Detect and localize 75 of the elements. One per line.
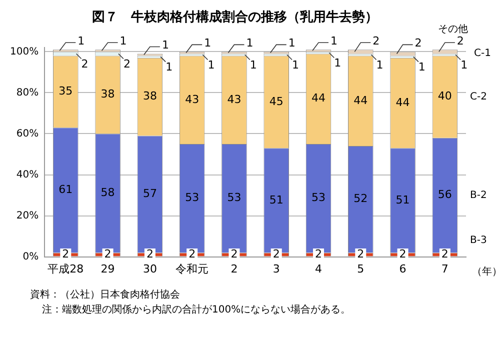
x-tick-label: 30 <box>142 262 157 276</box>
data-label: 2 <box>315 247 322 260</box>
data-label: 1 <box>376 58 384 72</box>
data-label: 1 <box>204 36 212 50</box>
data-label: 1 <box>78 34 85 48</box>
x-tick-label: 3 <box>272 262 280 276</box>
y-tick-label: 80% <box>16 87 39 98</box>
data-label: 56 <box>438 188 452 202</box>
data-label: 1 <box>288 36 296 50</box>
x-tick-label: 2 <box>230 262 238 276</box>
data-label: 2 <box>62 247 70 260</box>
series-label: C-1 <box>474 48 491 60</box>
data-label: 44 <box>312 92 326 105</box>
x-tick-label: 令和元 <box>176 262 209 276</box>
data-label: 35 <box>58 84 73 98</box>
data-label: 53 <box>227 191 242 204</box>
y-tick-label: 100% <box>10 46 39 58</box>
data-label: 2 <box>357 247 364 260</box>
data-label: 1 <box>418 60 426 74</box>
data-label: 2 <box>272 247 280 260</box>
data-label: 58 <box>100 186 115 200</box>
data-label: 1 <box>120 34 127 48</box>
data-label: 51 <box>396 193 410 206</box>
data-label: 2 <box>146 247 154 260</box>
y-tick-label: 20% <box>16 210 39 222</box>
data-label: 1 <box>330 34 338 48</box>
data-label: 1 <box>246 36 254 50</box>
data-label: 2 <box>104 247 112 260</box>
y-tick-label: 60% <box>16 128 39 140</box>
data-label: 2 <box>188 247 196 260</box>
data-label: 43 <box>185 92 200 106</box>
data-label: 2 <box>399 247 406 260</box>
data-label: 38 <box>142 90 157 103</box>
series-label: B-2 <box>470 190 487 201</box>
data-label: 43 <box>227 92 242 106</box>
data-label: 2 <box>372 34 380 48</box>
data-label: 38 <box>100 88 115 101</box>
x-tick-label: 6 <box>399 262 406 276</box>
data-label: 2 <box>230 247 238 260</box>
x-tick-label: 7 <box>441 262 448 276</box>
data-label: 1 <box>250 58 257 72</box>
data-label: 2 <box>81 58 88 71</box>
data-label: 2 <box>123 58 130 71</box>
data-label: 2 <box>441 247 448 260</box>
data-label: 51 <box>269 193 284 206</box>
text: 注：端数処理の関係から内訳の合計が100%にならない場合がある。 <box>42 303 351 316</box>
y-tick-label: 0% <box>22 251 39 262</box>
data-label: 52 <box>354 192 368 206</box>
data-label: 53 <box>312 191 326 204</box>
y-tick-label: 40% <box>16 169 39 180</box>
x-tick-label: 5 <box>357 262 364 276</box>
data-label: 2 <box>456 34 464 48</box>
x-axis-title: （年） <box>472 265 500 278</box>
data-label: 2 <box>414 36 422 50</box>
text: 資料：（公社）日本食肉格付協会 <box>30 288 180 300</box>
x-tick-label: 平成28 <box>48 262 84 276</box>
series-label: その他 <box>438 23 468 36</box>
data-label: 1 <box>460 58 468 72</box>
data-label: 45 <box>269 94 284 108</box>
data-label: 61 <box>58 183 73 196</box>
data-label: 44 <box>396 96 410 109</box>
x-tick-label: 29 <box>100 262 115 276</box>
data-label: 1 <box>162 38 169 52</box>
data-label: 1 <box>208 58 215 72</box>
series-label: B-3 <box>470 235 487 246</box>
data-label: 40 <box>438 90 452 103</box>
series-label: C-2 <box>470 91 487 102</box>
x-tick-label: 4 <box>315 262 322 276</box>
chart-title: 図７ 牛枝肉格付構成割合の推移（乳用牛去勢） <box>92 9 378 26</box>
data-label: 1 <box>334 56 342 70</box>
data-label: 44 <box>354 94 368 107</box>
data-label: 57 <box>142 187 157 200</box>
data-label: 1 <box>166 60 173 74</box>
data-label: 53 <box>185 191 200 204</box>
data-label: 1 <box>292 58 300 72</box>
